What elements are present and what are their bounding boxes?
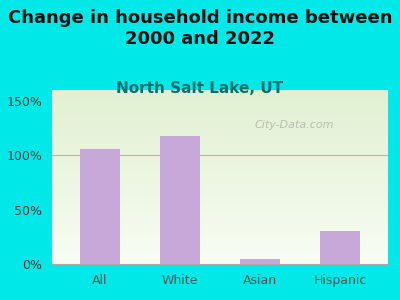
Text: Change in household income between
2000 and 2022: Change in household income between 2000 … (8, 9, 392, 48)
Bar (240, 259, 280, 264)
Bar (160, 136, 200, 264)
Bar (80, 149, 120, 264)
Text: North Salt Lake, UT: North Salt Lake, UT (116, 81, 284, 96)
Bar (320, 231, 360, 264)
Text: City-Data.com: City-Data.com (254, 120, 334, 130)
